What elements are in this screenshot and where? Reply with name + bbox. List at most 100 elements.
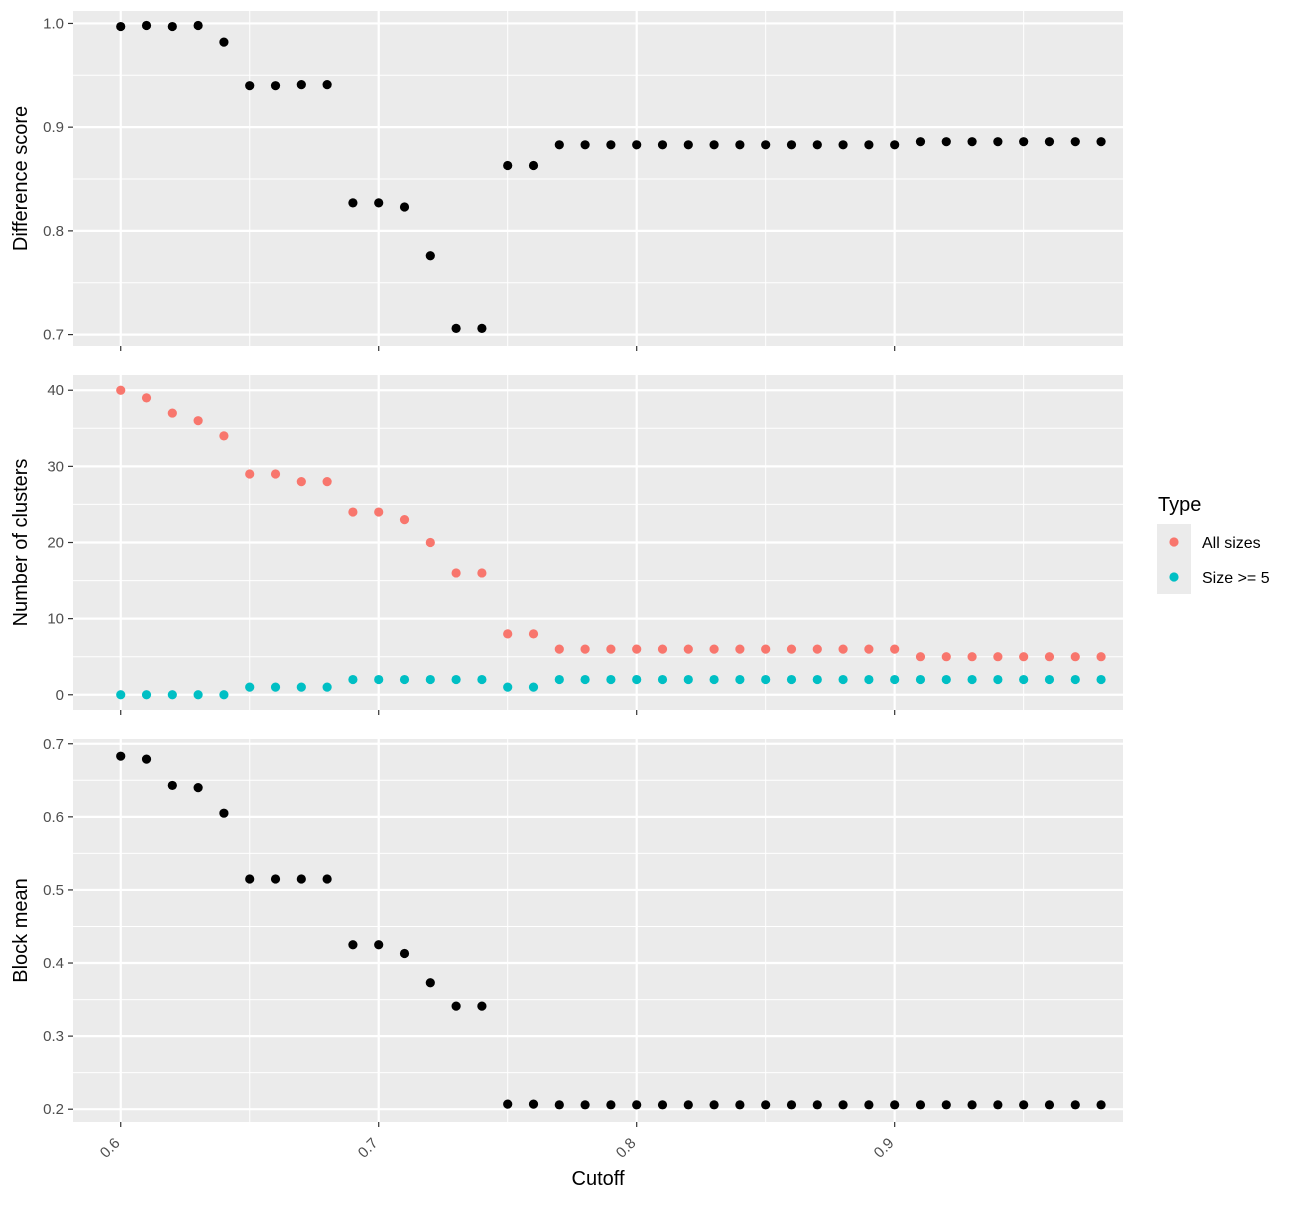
data-point: [761, 674, 771, 685]
y-tick-label: 0.7: [43, 327, 64, 344]
x-tick-label: 0.7: [355, 1135, 382, 1162]
data-point: [141, 690, 152, 700]
data-point: [890, 140, 900, 150]
data-point: [399, 202, 410, 212]
data-point: [1044, 674, 1055, 685]
data-point: [374, 674, 384, 685]
data-point: [477, 1001, 487, 1011]
data-point: [245, 469, 255, 479]
data-point: [1070, 674, 1080, 685]
data-point: [683, 674, 693, 685]
data-point: [425, 537, 435, 548]
data-point: [580, 644, 590, 654]
data-point: [270, 682, 281, 692]
data-point: [348, 507, 358, 517]
y-tick-label: 0: [56, 687, 64, 704]
data-point: [580, 1100, 590, 1110]
data-point: [322, 874, 332, 884]
data-point: [1044, 137, 1055, 147]
y-tick-label: 10: [47, 611, 64, 628]
data-point: [245, 682, 255, 692]
data-point: [167, 780, 177, 791]
data-point: [735, 140, 745, 150]
x-tick-label: 0.6: [97, 1135, 124, 1162]
data-point: [786, 674, 797, 685]
data-point: [399, 515, 410, 525]
data-point: [141, 393, 152, 403]
y-tick-label: 0.9: [43, 119, 64, 136]
data-point: [812, 1100, 822, 1110]
legend-label: Size >= 5: [1202, 570, 1270, 587]
data-point: [425, 251, 435, 261]
data-point: [451, 674, 461, 685]
legend-key-marker: [1169, 572, 1179, 582]
data-point: [786, 1100, 797, 1110]
data-point: [528, 629, 539, 639]
y-tick-label: 30: [47, 458, 64, 475]
data-point: [632, 1100, 642, 1110]
data-point: [606, 674, 616, 685]
data-point: [503, 1099, 513, 1109]
data-point: [399, 674, 410, 685]
panel-background-1: [73, 11, 1123, 346]
data-point: [761, 1100, 771, 1110]
legend-key-marker: [1169, 537, 1179, 547]
data-point: [477, 568, 487, 578]
data-point: [864, 1100, 874, 1110]
data-point: [941, 1100, 951, 1110]
data-point: [193, 783, 203, 793]
data-point: [167, 408, 177, 418]
data-point: [580, 674, 590, 685]
data-point: [812, 674, 822, 685]
data-point: [864, 140, 874, 150]
y-tick-label: 20: [47, 535, 64, 552]
data-point: [554, 644, 564, 654]
data-point: [219, 37, 229, 47]
data-point: [735, 674, 745, 685]
data-point: [528, 682, 539, 692]
panel-background-3: [73, 739, 1123, 1122]
data-point: [838, 644, 848, 654]
data-point: [606, 140, 616, 150]
data-point: [890, 644, 900, 654]
data-point: [761, 140, 771, 150]
data-point: [296, 682, 306, 692]
y-tick-label: 0.6: [43, 809, 64, 826]
data-point: [812, 140, 822, 150]
data-point: [554, 1100, 564, 1110]
data-point: [270, 81, 281, 91]
data-point: [193, 690, 203, 700]
data-point: [348, 198, 358, 208]
data-point: [864, 674, 874, 685]
data-point: [838, 674, 848, 685]
y-tick-label: 0.4: [43, 955, 64, 972]
data-point: [322, 682, 332, 692]
data-point: [761, 644, 771, 654]
data-point: [116, 385, 126, 395]
data-point: [374, 940, 384, 950]
data-point: [503, 629, 513, 639]
data-point: [348, 674, 358, 685]
data-point: [967, 1100, 977, 1110]
data-point: [1070, 137, 1080, 147]
y-axis-title: Block mean: [10, 878, 32, 983]
data-point: [219, 690, 229, 700]
data-point: [709, 140, 719, 150]
data-point: [735, 1100, 745, 1110]
data-point: [657, 674, 668, 685]
data-point: [657, 140, 668, 150]
data-point: [941, 137, 951, 147]
data-point: [219, 808, 229, 818]
data-point: [709, 1100, 719, 1110]
y-tick-label: 0.7: [43, 736, 64, 753]
data-point: [786, 644, 797, 654]
data-point: [632, 644, 642, 654]
data-point: [1019, 652, 1029, 662]
data-point: [219, 431, 229, 441]
data-point: [786, 140, 797, 150]
data-point: [322, 476, 332, 487]
data-point: [193, 416, 203, 426]
data-point: [580, 140, 590, 150]
data-point: [657, 1100, 668, 1110]
data-point: [993, 674, 1003, 685]
